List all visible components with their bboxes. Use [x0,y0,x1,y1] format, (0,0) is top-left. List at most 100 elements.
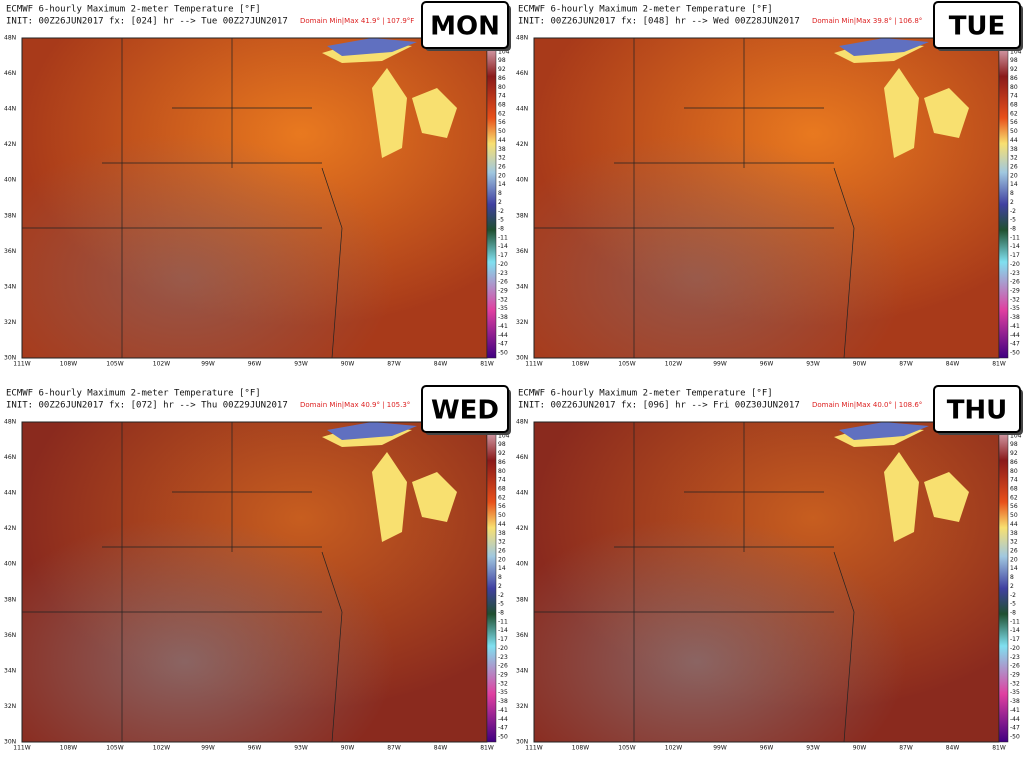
colorbar-label: -11 [498,618,508,625]
colorbar-label: 38 [1010,146,1018,153]
colorbar-label: 56 [1010,503,1018,510]
colorbar-label: -44 [1010,716,1020,723]
panel-title: ECMWF 6-hourly Maximum 2-meter Temperatu… [6,389,261,399]
colorbar-label: -38 [1010,698,1020,705]
colorbar-label: 62 [498,494,506,501]
colorbar-label: -32 [1010,296,1020,303]
colorbar-label: 86 [1010,459,1018,466]
colorbar-label: -5 [498,601,504,608]
lat-label: 44N [4,490,16,497]
state-lines [22,422,343,743]
lat-label: 34N [4,283,16,290]
lat-label: 42N [516,141,528,148]
lon-label: 93W [806,361,820,368]
colorbar-label: -47 [1010,341,1020,348]
colorbar-label: -47 [498,341,508,348]
day-label: THU [947,396,1008,426]
lon-label: 87W [899,361,913,368]
colorbar-label: -11 [1010,234,1020,241]
lat-label: 42N [4,525,16,532]
lat-label: 38N [4,596,16,603]
lon-label: 96W [248,745,262,752]
colorbar-label: -17 [498,252,508,259]
colorbar-label: 14 [1010,181,1018,188]
day-badge [421,385,509,433]
lon-label: 81W [992,361,1006,368]
colorbar-label: 38 [498,146,506,153]
colorbar-label: -50 [1010,350,1020,357]
forecast-panel: ECMWF 6-hourly Maximum 2-meter Temperatu… [512,0,1024,384]
colorbar-label: 8 [498,190,502,197]
domain-minmax: Domain Min|Max 41.9° | 107.9°F [300,17,414,25]
colorbar-label: -41 [1010,323,1020,330]
lat-label: 46N [516,70,528,77]
colorbar-label: -8 [498,226,504,233]
colorbar-label: -44 [1010,332,1020,339]
lat-label: 44N [4,106,16,113]
lat-label: 34N [516,667,528,674]
colorbar-label: -14 [1010,627,1020,634]
domain-minmax: Domain Min|Max 40.0° | 108.6° [812,401,922,409]
lon-label: 99W [201,745,215,752]
colorbar-label: 68 [498,486,506,493]
lon-label: 90W [341,361,355,368]
colorbar-label: -29 [1010,672,1020,679]
colorbar-label: -23 [498,654,508,661]
colorbar-label: 20 [498,556,506,563]
colorbar-label: 50 [498,128,506,135]
colorbar-label: -38 [1010,314,1020,321]
lon-label: 81W [480,745,494,752]
colorbar-label: 8 [498,574,502,581]
lon-label: 102W [153,361,170,368]
lat-label: 44N [516,106,528,113]
colorbar-label: 8 [1010,190,1014,197]
colorbar-label: 62 [498,110,506,117]
colorbar-label: 32 [1010,539,1018,546]
state-lines [534,38,855,359]
colorbar-label: 2 [498,199,502,206]
map-gray [534,422,999,742]
colorbar-label: -47 [1010,725,1020,732]
colorbar-label: -41 [498,323,508,330]
lon-label: 108W [60,361,77,368]
lon-label: 96W [248,361,262,368]
colorbar-label: -35 [498,305,508,312]
lat-label: 44N [516,490,528,497]
lon-label: 84W [946,361,960,368]
lat-label: 34N [516,283,528,290]
colorbar-label: 80 [498,468,506,475]
map-gray [22,422,487,742]
colorbar-label: 92 [498,66,506,73]
colorbar-label: 50 [498,512,506,519]
lat-label: 32N [4,703,16,710]
panel-title: ECMWF 6-hourly Maximum 2-meter Temperatu… [518,5,773,15]
colorbar-label: 104 [498,48,510,55]
colorbar [486,37,497,359]
colorbar-label: 98 [1010,441,1018,448]
forecast-panel: ECMWF 6-hourly Maximum 2-meter Temperatu… [0,384,512,768]
colorbar-label: 26 [498,548,506,555]
map-gray [534,38,999,358]
lon-label: 105W [106,361,123,368]
colorbar-label: 92 [498,450,506,457]
lake-superior [327,422,417,440]
colorbar [998,421,1009,743]
colorbar-label: -5 [498,217,504,224]
colorbar-label: 32 [498,155,506,162]
colorbar-label: -32 [1010,680,1020,687]
lat-label: 40N [4,177,16,184]
colorbar-label: 92 [1010,450,1018,457]
day-label: MON [430,12,500,42]
colorbar-label: -29 [1010,288,1020,295]
lakes [834,41,969,158]
init-line: INIT: 00Z26JUN2017 fx: [096] hr --> Fri … [518,401,800,411]
colorbar-label: -50 [498,350,508,357]
lon-label: 90W [853,745,867,752]
lon-label: 96W [760,745,774,752]
colorbar-label: -17 [1010,636,1020,643]
colorbar [486,421,497,743]
colorbar-label: 104 [1010,432,1022,439]
day-label: WED [431,396,499,426]
init-line: INIT: 00Z26JUN2017 fx: [072] hr --> Thu … [6,401,288,411]
colorbar-label: -11 [1010,618,1020,625]
